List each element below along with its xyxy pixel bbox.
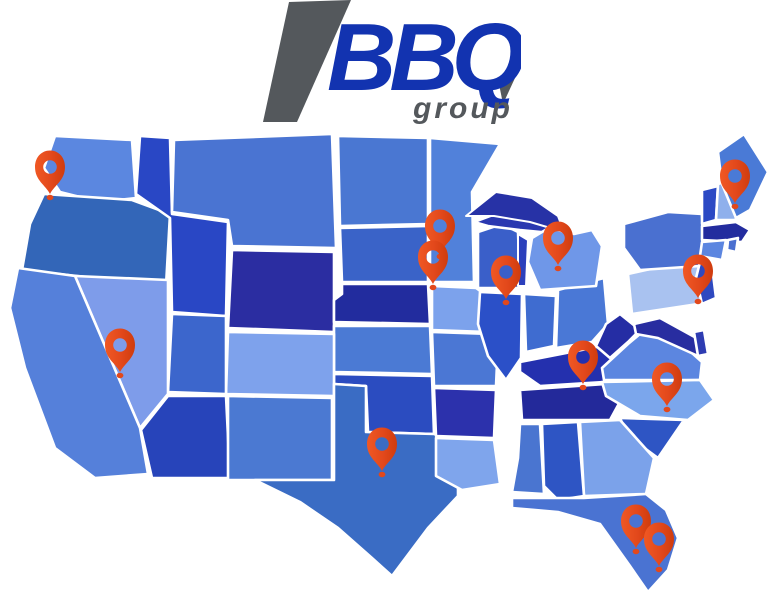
- state-mt: [170, 132, 338, 250]
- logo-main-text: BBQ: [327, 4, 521, 111]
- location-pin-mi-3[interactable]: [543, 221, 573, 272]
- state-fl: [510, 492, 680, 593]
- us-map: [8, 132, 770, 593]
- state-il: [476, 290, 524, 382]
- pins-layer: [35, 150, 750, 573]
- location-pin-nc-9[interactable]: [652, 362, 682, 413]
- state-ri: [725, 236, 740, 254]
- state-ut: [166, 312, 228, 396]
- state-nm: [226, 394, 334, 482]
- state-al: [540, 420, 586, 502]
- location-pin-me-1[interactable]: [720, 159, 750, 210]
- state-az: [139, 394, 232, 480]
- logo-swoosh: [263, 0, 351, 122]
- logo-sub-prefix: gro: [412, 92, 470, 124]
- logo-sub-text: group: [412, 92, 513, 124]
- state-ne: [332, 282, 432, 326]
- state-ct: [698, 238, 728, 262]
- state-ms: [510, 422, 546, 496]
- state-in: [522, 292, 558, 354]
- state-ca: [8, 266, 150, 480]
- logo-swoosh-tip: [499, 78, 515, 104]
- state-de: [692, 328, 710, 358]
- location-pin-ia-4[interactable]: [418, 240, 448, 291]
- location-pin-nv-7[interactable]: [105, 328, 135, 379]
- company-logo: BBQ group: [263, 0, 521, 124]
- location-pin-fl-11[interactable]: [621, 504, 651, 555]
- state-wy: [226, 248, 336, 334]
- state-ks: [332, 324, 434, 376]
- location-pin-or-0[interactable]: [35, 150, 65, 201]
- state-nd: [336, 134, 430, 228]
- state-nc: [600, 378, 716, 422]
- location-pin-nj-5[interactable]: [683, 254, 713, 305]
- location-pin-ky-8[interactable]: [568, 340, 598, 391]
- location-pin-fl-12[interactable]: [644, 522, 674, 573]
- state-co: [224, 330, 336, 398]
- logo-sub-suffix: up: [470, 92, 513, 124]
- location-pin-il-6[interactable]: [491, 255, 521, 306]
- state-la: [434, 436, 502, 492]
- state-ar: [432, 386, 498, 440]
- location-pin-tx-10[interactable]: [367, 427, 397, 478]
- state-mn: [428, 136, 502, 284]
- state-sd: [338, 224, 430, 284]
